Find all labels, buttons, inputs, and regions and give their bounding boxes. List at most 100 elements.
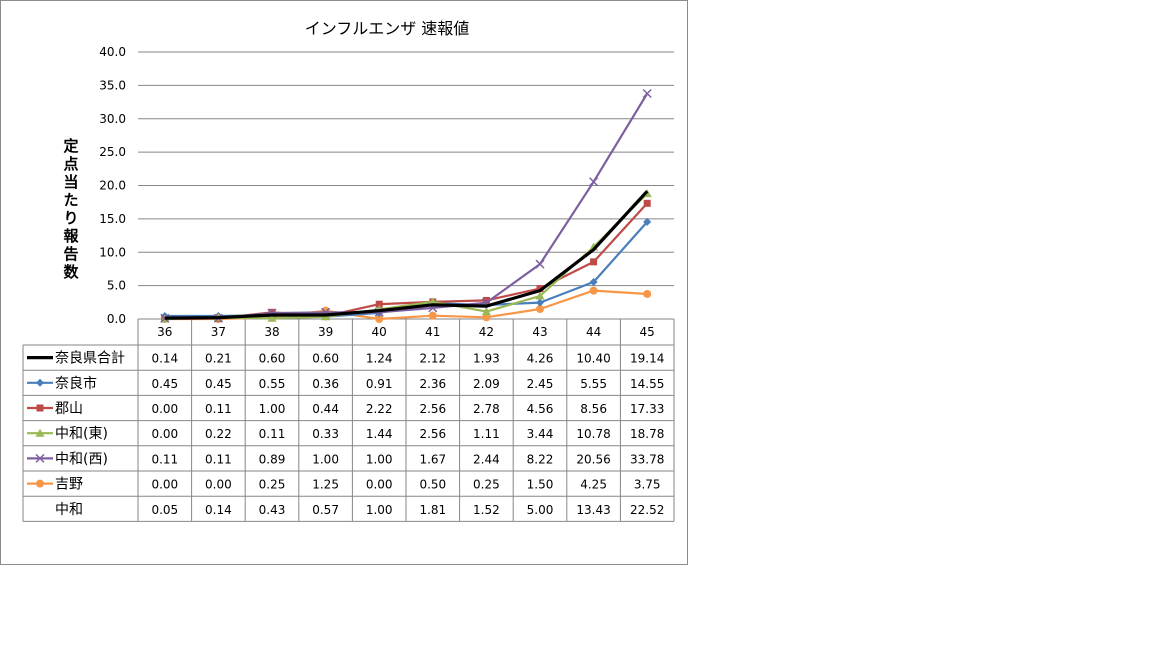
table-cell-value: 0.60 <box>259 352 286 366</box>
table-cell-value: 2.56 <box>419 427 446 441</box>
data-point <box>536 304 544 313</box>
table-cell-value: 2.36 <box>419 377 446 391</box>
table-cell-value: 1.00 <box>312 452 339 466</box>
table-cell-value: 20.56 <box>576 452 610 466</box>
legend-series-name: 奈良市 <box>55 375 97 392</box>
table-cell-value: 2.09 <box>473 377 500 391</box>
table-cell-value: 14.55 <box>630 377 664 391</box>
table-cell-value: 0.45 <box>205 377 232 391</box>
table-cell-value: 0.00 <box>151 478 178 492</box>
table-cell-value: 2.12 <box>419 352 446 366</box>
table-cell-value: 1.24 <box>366 352 393 366</box>
table-cell-value: 0.00 <box>205 478 232 492</box>
table-cell-value: 0.11 <box>205 402 232 416</box>
data-point <box>535 259 545 269</box>
table-cell-value: 0.05 <box>151 503 178 517</box>
table-cell-value: 1.00 <box>366 503 393 517</box>
table-cell-value: 33.78 <box>630 452 664 466</box>
data-point <box>589 286 598 295</box>
table-cell-value: 0.89 <box>259 452 286 466</box>
legend-key-marker <box>36 479 44 488</box>
table-cell-value: 8.56 <box>580 402 607 416</box>
table-cell-value: 0.55 <box>259 377 286 391</box>
table-cell-value: 8.22 <box>527 452 554 466</box>
table-cell-value: 1.52 <box>473 503 500 517</box>
x-tick-label: 41 <box>425 325 440 339</box>
data-table: 36 37 38 39 40 41 42 43 44 45 奈良県合計 0.14 0.21 0.60 0.6… <box>22 318 675 522</box>
table-cell-value: 4.26 <box>527 352 554 366</box>
table-cell-value: 1.67 <box>419 452 446 466</box>
gridlines <box>138 51 674 287</box>
legend-key-marker <box>35 428 45 437</box>
x-tick-label: 39 <box>318 325 333 339</box>
table-cell-value: 0.43 <box>259 503 286 517</box>
table-cell-value: 5.00 <box>527 503 554 517</box>
legend-key-marker <box>35 453 45 463</box>
table-cell-value: 1.25 <box>312 478 339 492</box>
legend-series-name: 郡山 <box>55 401 83 417</box>
data-point <box>536 285 544 293</box>
table-cell-value: 1.00 <box>366 452 393 466</box>
table-cell-value: 18.78 <box>630 427 664 441</box>
data-point <box>428 311 437 320</box>
legend-series-name: 中和 <box>55 502 83 518</box>
y-tick-label: 25.0 <box>99 145 126 159</box>
table-cell-value: 5.55 <box>580 377 607 391</box>
y-axis-label-text: 定点当たり報告数 <box>63 137 79 281</box>
data-point <box>643 289 652 298</box>
chart-area: インフルエンザ 速報値 定点当たり報告数 0.0 5.0 10.0 15.0 20.0 2… <box>0 0 688 565</box>
table-cell-value: 10.78 <box>576 427 610 441</box>
table-cell-value: 2.44 <box>473 452 500 466</box>
y-tick-label: 5.0 <box>107 279 126 293</box>
data-point <box>481 307 491 316</box>
table-cell-value: 0.00 <box>151 427 178 441</box>
data-point <box>482 296 490 304</box>
data-point <box>590 258 598 266</box>
chart-svg: インフルエンザ 速報値 定点当たり報告数 0.0 5.0 10.0 15.0 20.0 2… <box>22 19 675 522</box>
table-cell-value: 4.25 <box>580 478 607 492</box>
x-tick-label: 43 <box>532 325 547 339</box>
data-point <box>643 199 651 207</box>
x-tick-label: 36 <box>157 325 172 339</box>
table-cell-value: 0.36 <box>312 377 339 391</box>
y-tick-label: 40.0 <box>99 45 126 59</box>
table-cell-value: 1.81 <box>419 503 446 517</box>
table-cell-value: 0.33 <box>312 427 339 441</box>
table-cell-value: 1.11 <box>473 427 500 441</box>
data-point <box>535 291 545 300</box>
y-tick-label: 10.0 <box>99 245 126 259</box>
series-lines <box>160 88 652 323</box>
table-cell-value: 19.14 <box>630 352 664 366</box>
table-cell-value: 0.57 <box>312 503 339 517</box>
table-cell-value: 17.33 <box>630 402 664 416</box>
table-cell-value: 1.50 <box>527 478 554 492</box>
table-cell-value: 2.45 <box>527 377 554 391</box>
chart-title: インフルエンザ 速報値 <box>305 19 470 38</box>
table-cell-value: 0.21 <box>205 352 232 366</box>
table-cell-value: 0.44 <box>312 402 339 416</box>
data-point <box>589 277 598 286</box>
legend-series-name: 中和(西) <box>55 451 108 467</box>
series-line <box>164 202 649 321</box>
data-point <box>482 313 491 322</box>
data-point <box>267 313 277 322</box>
legend-series-name: 中和(東) <box>55 426 108 442</box>
data-point <box>536 298 544 307</box>
table-cell-value: 13.43 <box>576 503 610 517</box>
series-line <box>164 190 649 320</box>
y-tick-label: 0.0 <box>107 312 126 326</box>
y-tick-label: 20.0 <box>99 179 126 193</box>
table-cell-value: 2.56 <box>419 402 446 416</box>
x-tick-label: 37 <box>211 325 226 339</box>
x-tick-label: 45 <box>640 325 655 339</box>
table-cell-value: 0.22 <box>205 427 232 441</box>
table-cell-value: 1.00 <box>259 402 286 416</box>
table-cell-value: 0.00 <box>366 478 393 492</box>
y-tick-label: 15.0 <box>99 212 126 226</box>
table-cell-value: 0.45 <box>151 377 178 391</box>
table-cell-value: 0.91 <box>366 377 393 391</box>
table-cell-value: 3.75 <box>634 478 661 492</box>
table-cell-value: 22.52 <box>630 503 664 517</box>
table-cell-value: 10.40 <box>576 352 610 366</box>
x-tick-label: 40 <box>372 325 387 339</box>
